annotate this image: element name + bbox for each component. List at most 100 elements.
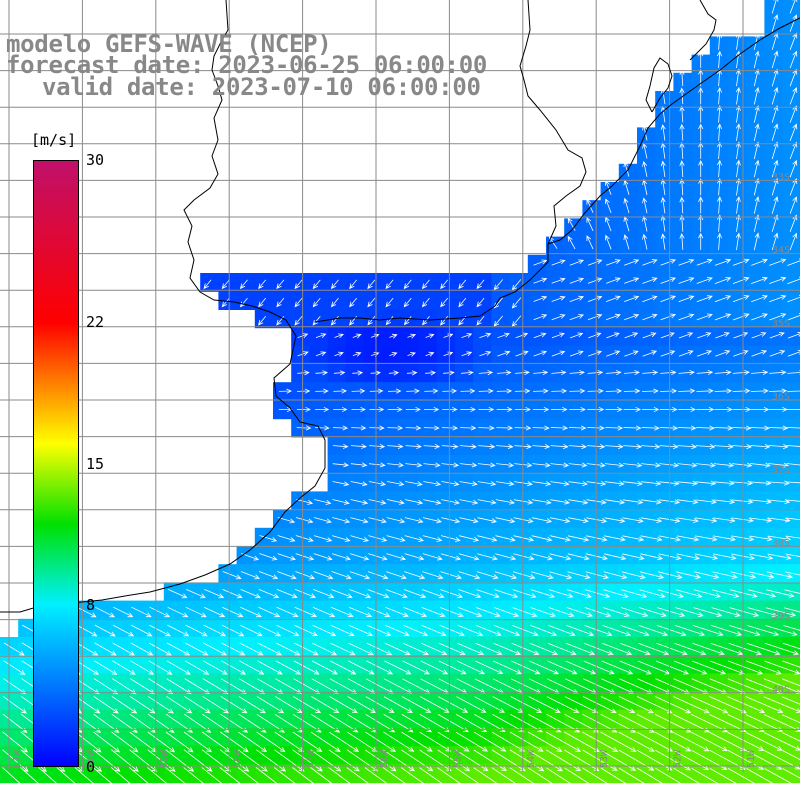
wind-arrow xyxy=(771,50,779,69)
wind-arrow xyxy=(350,535,369,542)
wind-arrow xyxy=(348,624,374,637)
wind-arrow xyxy=(296,406,311,413)
wind-cell xyxy=(218,273,238,292)
wind-cell xyxy=(436,291,456,310)
wind-arrow xyxy=(404,499,424,505)
wind-arrow xyxy=(295,517,314,524)
wind-arrow xyxy=(605,198,612,214)
wind-arrow xyxy=(693,589,721,598)
wind-arrow xyxy=(404,571,426,580)
wind-arrow xyxy=(624,332,639,339)
wind-arrow xyxy=(642,233,648,250)
wind-arrow xyxy=(786,499,800,502)
wind-arrow xyxy=(478,388,494,394)
wind-cell xyxy=(309,309,329,329)
wind-arrow xyxy=(439,642,466,656)
wind-arrow xyxy=(623,161,630,177)
wind-arrow xyxy=(715,350,731,357)
wind-arrow xyxy=(330,624,355,637)
wind-arrow xyxy=(787,294,800,303)
wind-arrow xyxy=(641,388,659,394)
wind-arrow xyxy=(732,425,752,431)
wind-arrow xyxy=(566,625,595,637)
wind-arrow xyxy=(763,678,800,694)
wind-arrow xyxy=(678,406,697,413)
wind-arrow xyxy=(787,313,800,321)
wind-arrow xyxy=(383,749,415,772)
wind-arrow xyxy=(112,660,136,675)
wind-arrow xyxy=(697,332,712,339)
wind-arrow xyxy=(459,481,478,487)
wind-arrow xyxy=(349,553,370,561)
wind-arrow xyxy=(295,553,315,561)
wind-arrow xyxy=(329,696,358,714)
wind-arrow xyxy=(129,749,158,772)
wind-arrow xyxy=(698,141,704,159)
wind-arrow xyxy=(605,388,623,394)
wind-arrow xyxy=(716,123,722,141)
wind-arrow xyxy=(423,499,442,505)
wind-arrow xyxy=(749,517,773,523)
wind-arrow xyxy=(220,696,248,714)
wind-arrow xyxy=(496,388,513,394)
wind-arrow xyxy=(732,313,750,321)
wind-arrow xyxy=(456,696,487,713)
wind-arrow xyxy=(383,696,413,713)
wind-cell xyxy=(637,327,656,347)
wind-arrow xyxy=(679,178,685,196)
wind-cell xyxy=(600,309,620,329)
wind-arrow xyxy=(332,462,350,468)
wind-arrow xyxy=(367,297,376,308)
wind-arrow xyxy=(771,141,779,160)
longitude-label: 51W xyxy=(746,749,757,768)
wind-arrow xyxy=(440,316,449,326)
wind-arrow xyxy=(638,625,669,637)
wind-arrow xyxy=(604,462,625,468)
wind-arrow xyxy=(784,589,800,594)
wind-arrow xyxy=(660,178,666,196)
wind-arrow xyxy=(769,313,787,321)
wind-arrow xyxy=(351,425,367,431)
wind-arrow xyxy=(259,535,278,542)
wind-arrow xyxy=(735,32,741,50)
wind-arrow xyxy=(533,295,548,302)
wind-arrow xyxy=(698,87,704,105)
wind-arrow xyxy=(185,606,207,618)
wind-arrow xyxy=(605,406,623,413)
latitude-label: 33S xyxy=(772,172,790,183)
wind-arrow xyxy=(748,589,777,598)
wind-cell xyxy=(436,345,456,365)
wind-cell xyxy=(527,327,547,347)
wind-arrow xyxy=(746,768,782,789)
wind-arrow xyxy=(660,259,677,266)
wind-arrow xyxy=(478,443,496,449)
wind-arrow xyxy=(276,297,285,308)
wind-arrow xyxy=(727,768,764,789)
wind-arrow xyxy=(712,571,738,579)
wind-arrow xyxy=(733,332,749,339)
wind-arrow xyxy=(512,571,536,580)
wind-arrow xyxy=(184,696,211,714)
wind-arrow xyxy=(387,388,402,394)
wind-arrow xyxy=(622,517,644,524)
longitude-label: 58W xyxy=(232,749,243,768)
wind-arrow xyxy=(710,625,743,637)
wind-arrow xyxy=(369,443,386,449)
wind-arrow xyxy=(640,535,663,542)
wind-arrow xyxy=(237,749,268,772)
wind-arrow xyxy=(369,425,385,431)
wind-arrow xyxy=(587,388,604,394)
wind-arrow xyxy=(751,295,768,303)
wind-arrow xyxy=(727,696,766,714)
wind-arrow xyxy=(111,749,139,772)
wind-arrow xyxy=(691,767,728,789)
wind-cell xyxy=(273,273,292,292)
wind-arrow xyxy=(497,350,511,357)
coastline-north xyxy=(689,0,717,61)
wind-cell xyxy=(618,254,638,274)
title-forecast-date: forecast date: 2023-06-25 06:00:00 xyxy=(6,51,488,79)
wind-arrow xyxy=(441,517,461,524)
wind-arrow xyxy=(636,767,673,790)
wind-arrow xyxy=(407,333,417,339)
wind-arrow xyxy=(387,462,404,468)
